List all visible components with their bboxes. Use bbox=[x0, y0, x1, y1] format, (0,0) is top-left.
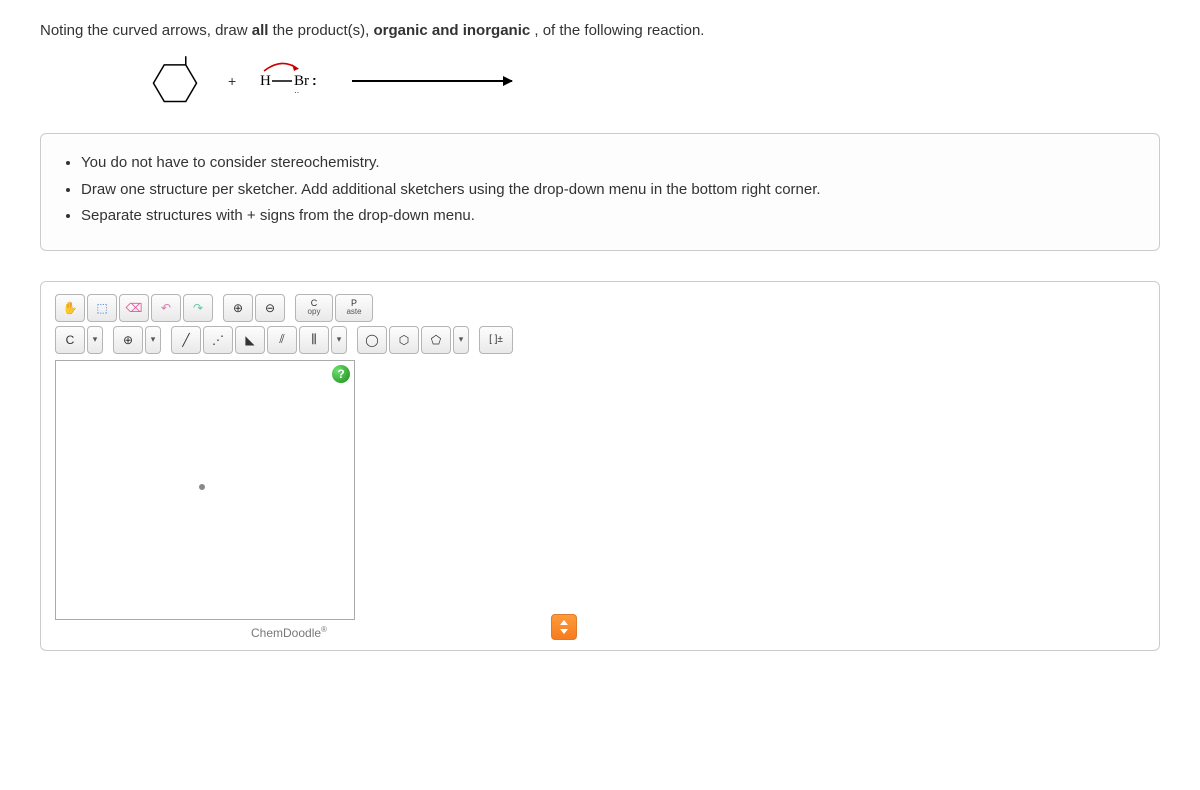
add-atom-button[interactable]: ⊕ bbox=[113, 326, 143, 354]
erase-tool-button[interactable]: ⌫ bbox=[119, 294, 149, 322]
prompt-bold-phrase: organic and inorganic bbox=[374, 22, 531, 39]
question-prompt: Noting the curved arrows, draw all the p… bbox=[40, 20, 1160, 41]
curved-arrow bbox=[264, 63, 298, 71]
updown-icon bbox=[558, 620, 570, 634]
plus-sign: + bbox=[228, 73, 236, 89]
redo-button[interactable]: ↷ bbox=[183, 294, 213, 322]
sketcher-container: ✋ ⬚ ⌫ ↶ ↷ ⊕ ⊖ C opy P aste C ⊕ ╱ ⋰ ◣ ⫽ ⫼… bbox=[40, 281, 1160, 651]
hbr-molecule: H ·· Br : ·· bbox=[254, 59, 334, 103]
chemdoodle-branding: ChemDoodle® bbox=[251, 625, 327, 640]
lonepair-top: ·· bbox=[294, 64, 299, 73]
element-button[interactable]: C bbox=[55, 326, 85, 354]
help-icon: ? bbox=[337, 367, 344, 381]
ring-dropdown[interactable] bbox=[453, 326, 469, 354]
instruction-item: Separate structures with + signs from th… bbox=[81, 205, 1137, 228]
instruction-item: Draw one structure per sketcher. Add add… bbox=[81, 179, 1137, 202]
hexagon-ring bbox=[153, 65, 196, 102]
copy-button[interactable]: C opy bbox=[295, 294, 333, 322]
toolbar-row-1: ✋ ⬚ ⌫ ↶ ↷ ⊕ ⊖ C opy P aste bbox=[55, 294, 1145, 322]
ring-benzene-button[interactable]: ⬡ bbox=[389, 326, 419, 354]
start-atom-marker[interactable] bbox=[199, 484, 205, 490]
wedge-bond-button[interactable]: ◣ bbox=[235, 326, 265, 354]
lasso-tool-button[interactable]: ⬚ bbox=[87, 294, 117, 322]
toolbar-row-2: C ⊕ ╱ ⋰ ◣ ⫽ ⫼ ◯ ⬡ ⬠ [ ]± bbox=[55, 326, 1145, 354]
ring-cyclohexane-button[interactable]: ◯ bbox=[357, 326, 387, 354]
paste-button[interactable]: P aste bbox=[335, 294, 373, 322]
prompt-bold-all: all bbox=[252, 22, 269, 39]
zoom-in-button[interactable]: ⊕ bbox=[223, 294, 253, 322]
reaction-diagram: + H ·· Br : ·· bbox=[140, 53, 1160, 109]
zoom-out-button[interactable]: ⊖ bbox=[255, 294, 285, 322]
undo-button[interactable]: ↶ bbox=[151, 294, 181, 322]
dotted-bond-button[interactable]: ⋰ bbox=[203, 326, 233, 354]
triple-bond-button[interactable]: ⫼ bbox=[299, 326, 329, 354]
canvas-help-button[interactable]: ? bbox=[332, 365, 350, 383]
add-sketcher-dropdown[interactable] bbox=[551, 614, 577, 640]
prompt-prefix: Noting the curved arrows, draw bbox=[40, 22, 252, 39]
element-dropdown[interactable] bbox=[87, 326, 103, 354]
add-atom-dropdown[interactable] bbox=[145, 326, 161, 354]
hbr-svg: H ·· Br : ·· bbox=[254, 59, 334, 103]
single-bond-button[interactable]: ╱ bbox=[171, 326, 201, 354]
prompt-suffix: , of the following reaction. bbox=[534, 22, 704, 39]
double-bond-button[interactable]: ⫽ bbox=[267, 326, 297, 354]
instruction-item: You do not have to consider stereochemis… bbox=[81, 152, 1137, 175]
reaction-arrow bbox=[352, 80, 512, 82]
instructions-box: You do not have to consider stereochemis… bbox=[40, 133, 1160, 251]
lonepair-bottom: ·· bbox=[294, 88, 299, 97]
hbr-h-label: H bbox=[260, 73, 271, 89]
lonepair-right: : bbox=[312, 72, 317, 88]
charge-button[interactable]: [ ]± bbox=[479, 326, 513, 354]
hand-tool-button[interactable]: ✋ bbox=[55, 294, 85, 322]
ring-cyclopentane-button[interactable]: ⬠ bbox=[421, 326, 451, 354]
hbr-br-label: Br bbox=[294, 73, 309, 89]
prompt-mid: the product(s), bbox=[273, 22, 374, 39]
sketcher-canvas[interactable]: ? bbox=[55, 360, 355, 620]
cyclohexene-structure bbox=[140, 53, 210, 109]
bond-dropdown[interactable] bbox=[331, 326, 347, 354]
